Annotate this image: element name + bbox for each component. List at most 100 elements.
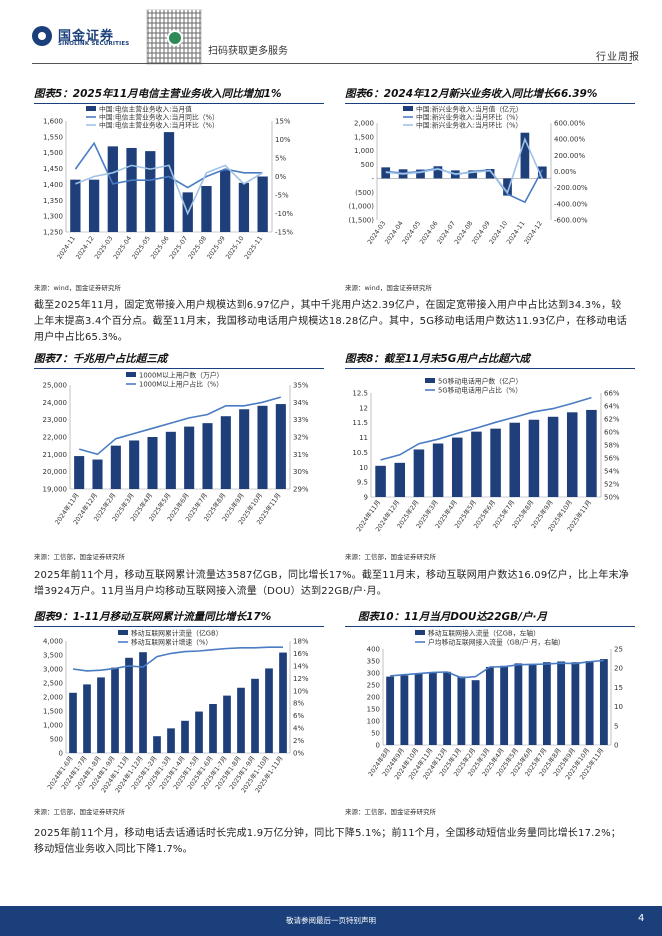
chart7-bar [92,459,103,489]
chart5-ytick: 1,300 [43,213,63,221]
chart10-ytick: 150 [367,706,380,714]
chart9-y2tick: 0% [293,750,304,758]
chart6-y2tick: 400.00% [554,136,585,144]
chart8-y2tick: 56% [604,455,620,463]
chart9-legend-label: 移动互联网累计增速（%） [131,638,212,647]
chart8-legend-label: 5G移动电话用户占比（%） [438,386,522,395]
chart9-y2tick: 10% [293,687,309,695]
chart5-series-line [74,141,263,189]
chart8-source: 来源：工信部，国金证券研究所 [345,553,436,561]
chart7-ytick: 21,000 [43,451,68,459]
chart8-ytick: 10.5 [352,449,368,457]
chart6-bar [416,169,425,179]
chart10-bar [471,680,480,745]
qr-center-logo-icon [167,30,183,46]
chart10-bar [585,661,594,745]
chart8-ytick: 9.5 [357,479,368,487]
chart7-y2tick: 31% [293,451,309,459]
chart8-y2tick: 60% [604,429,620,437]
paragraph-voice-sms: 2025年前11个月，移动电话去话通话时长完成1.9万亿分钟，同比下降5.1%；… [34,828,621,855]
chart6-title-rule [345,103,635,104]
chart10-y2tick: 5 [614,722,618,730]
footer-bar [0,906,662,936]
chart8-legend-swatch [425,378,435,383]
chart8-bar [394,462,406,497]
chart10-bar [428,673,437,745]
chart9-ytick: 4,000 [43,638,63,646]
chart6-bar [503,178,512,196]
chart7-bar [257,405,268,489]
chart7-ytick: 23,000 [43,416,68,424]
chart9-bar [279,652,287,753]
chart10-y2tick: 20 [614,665,623,673]
chart7-y2tick: 29% [293,486,309,494]
chart10-ytick: 250 [367,682,380,690]
footer-disclaimer[interactable]: 敬请参阅最后一页特别声明 [286,916,376,925]
chart6-y2tick: -600.00% [554,217,588,225]
chart7-y2tick: 33% [293,416,309,424]
chart9-bar [139,652,147,753]
chart7-legend-label: 1000M以上用户占比（%） [139,380,223,389]
chart8-bar [547,416,559,497]
chart9-ytick: 0 [59,750,63,758]
chart7-bar [184,426,195,489]
chart6-y2tick: -400.00% [554,200,588,208]
chart5-y2tick: 10% [275,136,291,144]
chart10-legend-label: 移动互联网接入流量（亿GB，左轴） [428,629,540,638]
chart5-ytick: 1,250 [43,229,63,237]
chart5-y2tick: -5% [275,192,289,200]
chart10-ytick: 100 [367,718,380,726]
chart9-y2tick: 2% [293,737,304,745]
chart5-legend-swatch [86,106,96,111]
chart9-bar [125,657,133,753]
chart10-legend-label: 户均移动互联网接入流量（GB/户·月，右轴） [428,638,565,647]
chart6-y2tick: 200.00% [554,152,585,160]
chart5-bar [88,179,100,232]
chart7-bar [110,445,121,489]
chart9-y2tick: 8% [293,700,304,708]
chart6-bar [433,166,443,179]
chart7-title: 图表7：千兆用户占比超三成 [34,353,168,365]
header-divider [32,63,632,64]
chart8-y2tick: 58% [604,442,620,450]
chart8-ytick: 11.5 [352,419,368,427]
chart5-bar [257,176,268,232]
chart9-bar [69,692,77,753]
chart9-ytick: 1,000 [43,722,63,730]
chart6-legend-label: 中国:新兴业务收入:当月环比（%） [416,113,522,122]
chart9-source: 来源：工信部，国金证券研究所 [34,808,125,816]
company-name-en: SINOLINK SECURITIES [58,41,130,47]
chart10-series-line [390,659,604,679]
chart5-bar [201,186,212,232]
chart5-ytick: 1,550 [43,133,63,141]
chart7-ytick: 25,000 [43,382,68,390]
chart10-ytick: 0 [376,742,380,750]
chart10-y2tick: 15 [614,684,623,692]
chart8-y2tick: 52% [604,481,620,489]
chart10-legend-swatch [415,630,425,635]
chart5-bar [126,147,137,232]
chart8-y2tick: 50% [604,494,620,502]
chart9-y2tick: 18% [293,638,309,646]
chart8-bar [432,443,444,497]
chart8-ytick: 9 [364,494,368,502]
chart9-bar [237,687,245,753]
chart10-ytick: 350 [367,658,380,666]
chart8-title: 图表8：截至11月末5G用户占比超六成 [345,353,530,365]
chart5-bar [145,151,156,232]
chart6-legend-label: 中国:新兴业务收入:当月值（亿元） [416,105,523,114]
chart5-legend-label: 中国:电信主营业务收入:当月同比（%） [99,113,219,122]
chart9-bar [195,711,203,753]
chart10-bar [528,663,537,745]
chart8-ytick: 12 [359,404,368,412]
chart6-ytick: 1,000 [354,147,374,155]
chart9-ytick: 2,500 [43,680,63,688]
chart9-bar [97,677,105,753]
chart6-legend-label: 中国:新兴业务收入:当月环比（%） [416,121,522,130]
chart8-ytick: 10 [359,464,368,472]
chart6-title: 图表6：2024年12月新兴业务收入同比增长66.39% [345,88,598,100]
chart5-source: 来源：wind，国金证券研究所 [34,284,121,292]
chart8-y2tick: 54% [604,468,620,476]
chart9-bar [265,668,273,753]
chart7-bar [129,440,140,489]
